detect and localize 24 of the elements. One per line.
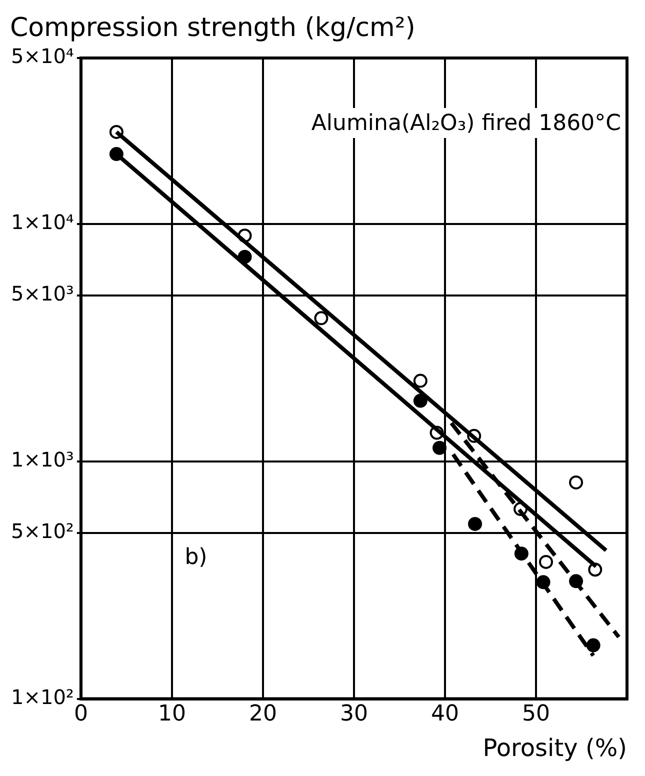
y-tick-label: 1×10³ bbox=[10, 448, 74, 472]
y-tick-label: 1×10⁴ bbox=[10, 210, 74, 234]
y-tick-label: 5×10² bbox=[10, 519, 74, 544]
x-tick-label: 40 bbox=[430, 702, 459, 727]
x-axis-title: Porosity (%) bbox=[482, 734, 627, 762]
point bbox=[586, 638, 600, 652]
point bbox=[413, 374, 428, 388]
y-axis-title: Compression strength (kg/cm²) bbox=[10, 13, 416, 43]
point bbox=[432, 440, 447, 455]
y-tick-label: 1×10² bbox=[10, 685, 74, 710]
x-tick-label: 30 bbox=[340, 702, 368, 727]
point bbox=[569, 475, 584, 490]
point bbox=[539, 554, 554, 569]
point bbox=[314, 311, 328, 326]
x-tick-label: 10 bbox=[158, 702, 186, 727]
point bbox=[413, 394, 428, 408]
x-tick-label: 20 bbox=[248, 702, 277, 727]
y-tick-label: 5×10³ bbox=[10, 282, 74, 306]
annotation: Alumina(Al₂O₃) fired 1860°C bbox=[311, 111, 621, 136]
y-tick-label: 5×10⁴ bbox=[10, 44, 74, 68]
annotation: b) bbox=[184, 544, 208, 570]
x-tick-label: 0 bbox=[74, 702, 88, 727]
point bbox=[468, 516, 482, 531]
x-tick-label: 50 bbox=[522, 702, 550, 727]
